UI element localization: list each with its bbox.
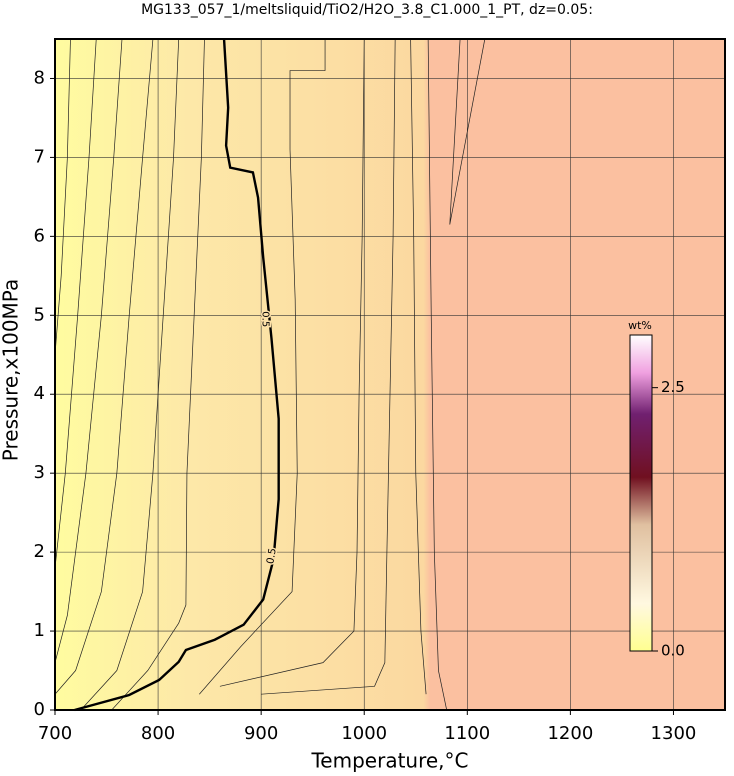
contour-line bbox=[54, 38, 97, 568]
plot-frame bbox=[54, 38, 726, 711]
contour-line bbox=[54, 38, 71, 355]
contour-line bbox=[199, 39, 326, 695]
chart-title: MG133_057_1/meltsliquid/TiO2/H2O_3.8_C1.… bbox=[141, 2, 593, 18]
colorbar bbox=[629, 334, 653, 652]
x-tick-label: 1000 bbox=[341, 723, 387, 744]
y-tick-label: 1 bbox=[34, 620, 45, 641]
colorbar-label: wt% bbox=[628, 319, 652, 332]
colorbar-tick-label: 2.5 bbox=[661, 378, 685, 396]
x-tick-label: 1300 bbox=[651, 723, 697, 744]
x-tick-label: 1100 bbox=[444, 723, 490, 744]
contour-line bbox=[80, 38, 180, 711]
contour-line bbox=[54, 38, 123, 663]
y-axis-label: Pressure,x100MPa bbox=[0, 279, 23, 461]
contour-line bbox=[410, 38, 427, 695]
contour-line bbox=[261, 38, 396, 695]
y-tick-label: 3 bbox=[34, 462, 45, 483]
contour-line bbox=[427, 38, 448, 711]
y-tick-label: 2 bbox=[34, 541, 45, 562]
x-tick-label: 700 bbox=[38, 723, 72, 744]
y-tick-label: 8 bbox=[34, 67, 45, 88]
contour-label: 0.5 bbox=[265, 547, 279, 565]
plot-background bbox=[55, 39, 725, 710]
x-tick-label: 800 bbox=[141, 723, 175, 744]
x-axis-label: Temperature,°C bbox=[310, 749, 468, 773]
contour-line bbox=[219, 38, 365, 687]
y-tick-label: 6 bbox=[34, 225, 45, 246]
y-tick-label: 0 bbox=[34, 699, 45, 720]
contour-label: 0.5 bbox=[260, 311, 271, 327]
y-tick-label: 5 bbox=[34, 304, 45, 325]
contour-line bbox=[111, 38, 205, 711]
y-tick-label: 4 bbox=[34, 383, 45, 404]
x-tick-label: 900 bbox=[244, 723, 278, 744]
x-tick-label: 1200 bbox=[547, 723, 593, 744]
contour-line-labeled bbox=[74, 38, 280, 712]
contour-line bbox=[54, 38, 154, 695]
y-tick-label: 7 bbox=[34, 146, 45, 167]
colorbar-tick-label: 0.0 bbox=[661, 642, 685, 660]
contour-line bbox=[449, 38, 486, 225]
